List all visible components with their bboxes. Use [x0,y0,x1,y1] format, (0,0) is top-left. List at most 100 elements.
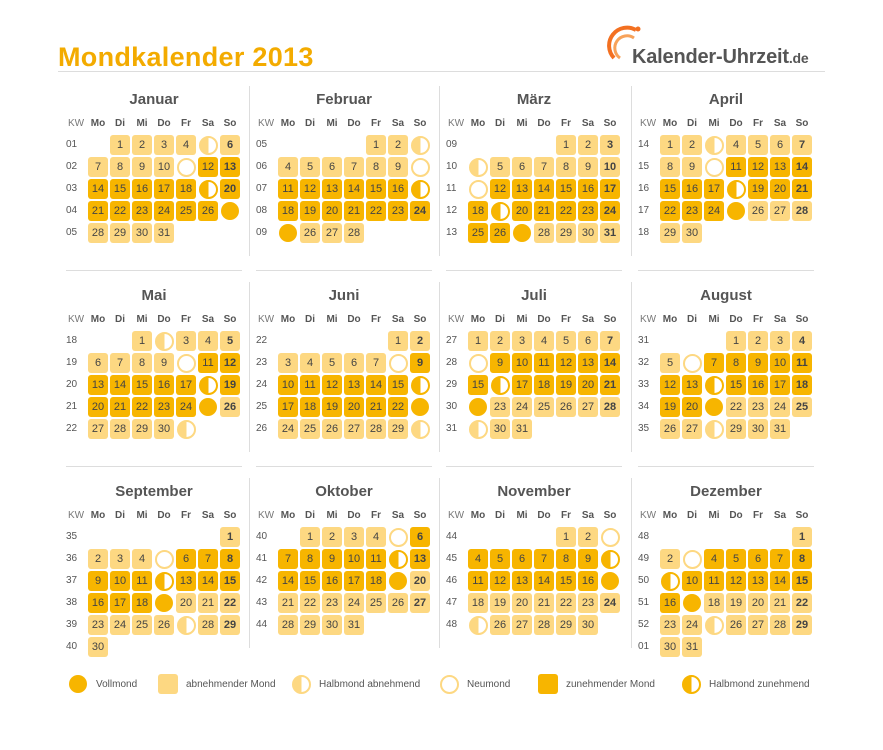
waning-day: 23 [88,615,108,635]
weekday-header: So [413,314,427,325]
week-number: 45 [446,553,458,564]
weekday-header: Sa [773,510,787,521]
waning-day: 2 [322,527,342,547]
week-number: 25 [256,401,268,412]
weekday-header: Mo [280,314,296,325]
weekday-header: Di [495,314,505,325]
half-moon-waning-icon [410,419,430,439]
month-name: Juli [521,287,547,304]
waxing-day: 7 [704,353,724,373]
waning-day: 23 [322,593,342,613]
waning-day: 21 [770,593,790,613]
weekday-header: Sa [201,118,215,129]
waning-day: 28 [770,615,790,635]
weekday-header: So [223,118,237,129]
waxing-day: 7 [534,549,554,569]
waning-day: 8 [110,157,130,177]
waning-day: 26 [726,615,746,635]
weekday-header: Fr [753,118,763,129]
week-number: 35 [638,423,650,434]
waning-day: 4 [726,135,746,155]
half-moon-waxing-icon [490,375,510,395]
waxing-swatch [538,674,558,694]
column-divider [249,282,250,452]
weekday-header: Di [115,314,125,325]
half-moon-waxing-icon [704,375,724,395]
legend-item: Vollmond [68,674,137,694]
row-divider [256,270,432,271]
waxing-day: 21 [88,201,108,221]
weekday-header: Mi [326,314,338,325]
waxing-day: 19 [300,201,320,221]
week-number: 46 [446,575,458,586]
waxing-day: 15 [556,571,576,591]
legend-item: Halbmond abnehmend [291,674,420,694]
month-name: April [708,91,744,108]
week-number: 31 [446,423,458,434]
waxing-day: 19 [220,375,240,395]
legend-label: abnehmender Mond [186,678,276,690]
waning-day: 5 [748,135,768,155]
waning-day: 30 [88,637,108,657]
weekday-header: Mo [662,314,678,325]
row-divider [66,466,242,467]
waning-day: 29 [300,615,320,635]
week-number: 40 [66,641,78,652]
weekday-header: Fr [371,510,381,521]
weekday-header: Mo [90,510,106,521]
waxing-day: 13 [322,179,342,199]
waxing-day: 17 [344,571,364,591]
waning-day: 23 [748,397,768,417]
weekday-header: Mo [662,510,678,521]
waning-day: 2 [388,135,408,155]
waning-day: 3 [512,331,532,351]
weekday-header: Mi [516,118,528,129]
waning-day: 23 [578,593,598,613]
legend: Vollmond abnehmender Mond Halbmond abnehme… [0,674,883,698]
waxing-day: 13 [770,157,790,177]
waxing-day: 7 [770,549,790,569]
week-number-header: KW [257,314,275,325]
waning-day: 7 [534,157,554,177]
waning-day: 1 [556,527,576,547]
half-moon-waxing-icon [410,179,430,199]
waxing-day: 5 [726,549,746,569]
waning-day: 29 [726,419,746,439]
waxing-day: 11 [704,571,724,591]
waning-day: 23 [490,397,510,417]
legend-item: Halbmond zunehmend [681,674,810,694]
waning-day: 2 [748,331,768,351]
full-moon-icon [220,201,240,221]
waning-day: 25 [300,419,320,439]
week-number: 41 [256,553,268,564]
week-number: 15 [638,161,650,172]
week-number: 20 [66,379,78,390]
week-number: 14 [638,139,650,150]
weekday-header: Mi [136,118,148,129]
waning-day: 28 [198,615,218,635]
week-number: 29 [446,379,458,390]
waning-day: 26 [490,615,510,635]
waning-day: 4 [300,353,320,373]
waxing-day: 10 [770,353,790,373]
waning-day: 1 [388,331,408,351]
waxing-day: 12 [748,157,768,177]
waning-day: 22 [300,593,320,613]
waning-day: 28 [278,615,298,635]
waning-day: 31 [344,615,364,635]
weekday-header: Di [687,510,697,521]
logo[interactable]: Kalender-Uhrzeit.de [606,22,836,72]
waxing-day: 18 [534,375,554,395]
weekday-header: Fr [561,314,571,325]
full-moon-icon [68,674,88,694]
half-moon-waning-icon [468,157,488,177]
week-number-header: KW [447,118,465,129]
waxing-day: 12 [490,179,510,199]
weekday-header: Fr [371,314,381,325]
full-moon-icon [468,397,488,417]
week-number: 11 [446,183,457,194]
waning-day: 30 [154,419,174,439]
new-moon-icon [410,157,430,177]
logo-text: Kalender-Uhrzeit.de [632,46,809,68]
waning-day: 29 [556,615,576,635]
